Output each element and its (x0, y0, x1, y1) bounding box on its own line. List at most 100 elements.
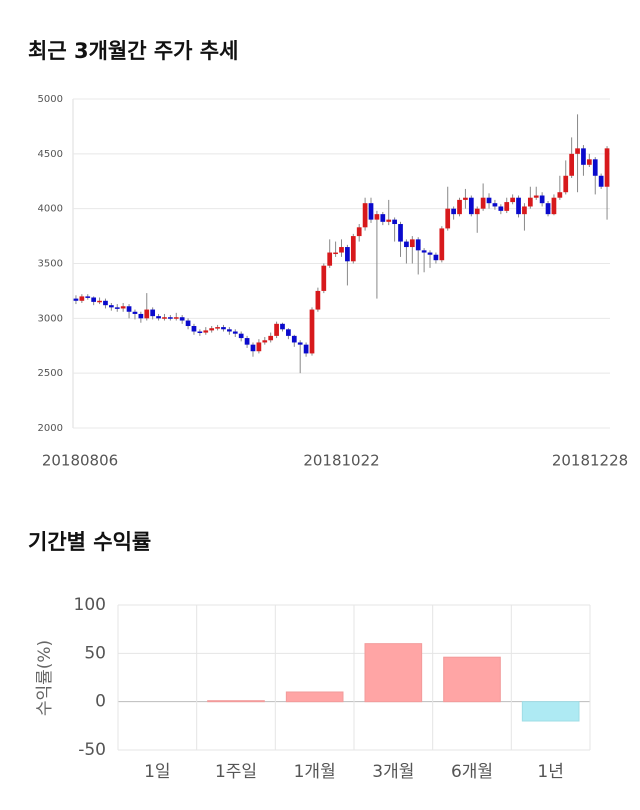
candle-body (244, 338, 250, 345)
candle-body (173, 317, 179, 319)
candle-body (327, 252, 333, 266)
y-tick-label: 2000 (38, 423, 63, 434)
candle-body (79, 296, 85, 301)
candle-body (498, 206, 504, 211)
candle-body (191, 326, 197, 332)
candle-body (563, 175, 569, 193)
candle-body (97, 300, 102, 303)
x-tick-label: 20180806 (42, 452, 118, 470)
candle-body (179, 317, 185, 321)
x-tick-label: 1년 (537, 762, 563, 782)
candle-body (527, 197, 533, 207)
candle-body (492, 203, 498, 207)
candle-body (451, 208, 456, 215)
candle-body (592, 159, 598, 176)
candle-body (463, 197, 468, 200)
y-tick-label: 3000 (38, 313, 63, 324)
candle-body (215, 327, 220, 329)
bar (521, 701, 580, 722)
candle-body (480, 197, 486, 209)
x-tick-label: 20181022 (303, 452, 379, 470)
candle-body (150, 309, 156, 317)
candle-body (350, 236, 356, 262)
candle-body (474, 208, 480, 215)
bar (207, 700, 265, 703)
candle-body (345, 247, 350, 262)
candle-body (250, 344, 256, 352)
candle-body (197, 331, 203, 333)
y-tick-label: 3500 (38, 259, 63, 270)
candle-body (586, 159, 592, 165)
candle-body (362, 203, 368, 228)
candle-body (557, 192, 563, 198)
candle-body (575, 148, 580, 154)
y-tick-label: 50 (84, 643, 106, 663)
candle-body (445, 208, 451, 229)
candle-body (315, 290, 321, 310)
candle-body (409, 239, 415, 248)
candle-body (262, 340, 268, 343)
candle-body (421, 250, 427, 253)
candle-body (368, 203, 374, 220)
y-tick-label: -50 (78, 740, 106, 760)
candle-body (144, 309, 150, 319)
candle-body (238, 333, 244, 339)
candle-body (486, 197, 492, 204)
candle-body (581, 148, 586, 165)
candle-body (604, 148, 610, 187)
candle-body (126, 306, 132, 312)
candle-body (439, 228, 445, 261)
candle-body (108, 305, 114, 308)
candle-body (533, 195, 539, 198)
candle-body (427, 252, 433, 255)
y-tick-label: 100 (74, 595, 106, 615)
x-tick-label: 6개월 (451, 762, 493, 782)
candle-body (85, 296, 91, 298)
y-tick-label: 0 (95, 692, 106, 712)
candle-body (209, 328, 215, 331)
candle-body (268, 335, 274, 341)
chart-title: 최근 3개월간 주가 추세 (28, 39, 238, 63)
candle-body (297, 342, 303, 345)
candle-body (168, 317, 173, 319)
candle-body (227, 329, 232, 332)
candle-body (274, 323, 279, 336)
candle-body (333, 252, 338, 255)
candle-body (398, 224, 403, 242)
bar (285, 691, 344, 703)
candle-body (291, 335, 297, 343)
candle-body (392, 219, 397, 225)
candle-body (162, 317, 167, 319)
candle-body (598, 175, 604, 187)
candle-body (203, 330, 209, 333)
candle-body (404, 241, 409, 248)
candle-body (551, 197, 557, 215)
x-tick-label: 1주일 (215, 762, 257, 782)
candle-body (232, 331, 238, 334)
bar (364, 643, 423, 703)
candle-body (280, 323, 285, 330)
candle-body (138, 313, 144, 319)
candle-body (545, 203, 551, 215)
candle-body (510, 197, 515, 203)
candle-body (103, 300, 108, 306)
candle-body (120, 306, 126, 309)
candle-body (221, 327, 226, 330)
candle-body (415, 239, 421, 251)
candle-body (457, 199, 462, 215)
candle-body (356, 227, 362, 237)
candle-body (132, 311, 138, 314)
y-tick-label: 5000 (38, 94, 63, 105)
candle-body (380, 214, 386, 222)
bar (443, 656, 501, 703)
candle-body (374, 214, 380, 220)
x-tick-label: 1일 (144, 762, 170, 782)
candle-body (522, 206, 527, 215)
candle-body (386, 219, 392, 222)
candle-body (569, 153, 575, 176)
candle-body (114, 307, 120, 309)
y-tick-label: 4000 (38, 204, 63, 215)
candle-body (468, 197, 474, 215)
candle-body (339, 247, 344, 253)
candle-body (539, 195, 545, 204)
